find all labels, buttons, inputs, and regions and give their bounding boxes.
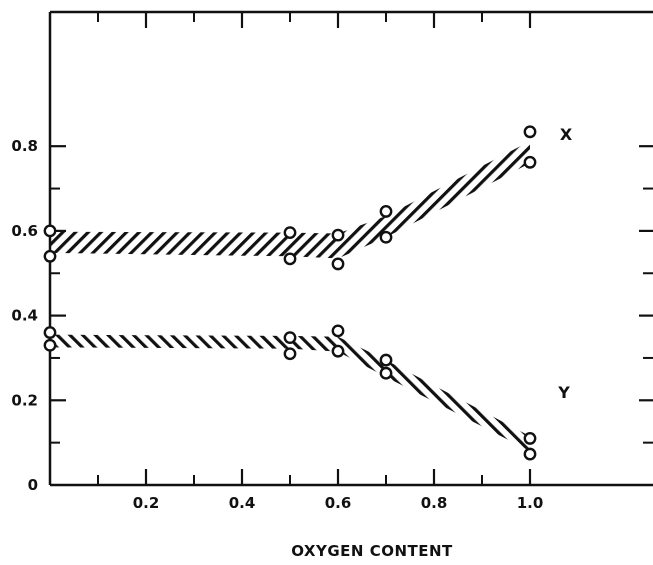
tick-marks	[50, 12, 653, 485]
y-tick-label: 0	[28, 476, 38, 494]
x-tick-label: 0.2	[133, 494, 160, 512]
x-tick-labels: 0.2 0.4 0.6 0.8 1.0	[133, 494, 544, 512]
x-tick-label: 1.0	[517, 494, 544, 512]
data-point-x	[283, 252, 297, 266]
data-point-x	[283, 226, 297, 239]
hatched-bands	[50, 141, 530, 452]
data-point-y	[379, 353, 393, 367]
data-point-y	[283, 347, 297, 361]
band-y	[50, 334, 530, 452]
data-point-x	[523, 125, 537, 139]
data-point-y	[331, 344, 345, 358]
data-point-y	[331, 324, 345, 338]
x-axis-title: OXYGEN CONTENT	[291, 542, 453, 560]
x-tick-label: 0.6	[325, 494, 352, 512]
data-point-y	[379, 366, 393, 380]
y-tick-labels: 0 0.2 0.4 0.6 0.8	[11, 137, 38, 494]
data-points	[43, 125, 537, 461]
x-tick-label: 0.8	[421, 494, 448, 512]
x-tick-label: 0.4	[229, 494, 256, 512]
data-point-y	[523, 447, 537, 461]
data-point-y	[43, 326, 57, 339]
data-point-y	[283, 331, 297, 345]
y-tick-label: 0.8	[11, 137, 38, 155]
series-label-y: Y	[557, 383, 570, 402]
plot-frame	[48, 10, 653, 487]
data-point-x	[331, 228, 345, 242]
data-point-x	[379, 205, 393, 218]
data-point-x	[43, 249, 57, 263]
data-point-y	[523, 432, 537, 445]
data-point-x	[43, 224, 57, 238]
series-label-x: X	[560, 125, 573, 144]
data-point-x	[379, 230, 393, 244]
data-point-x	[523, 155, 537, 169]
data-point-y	[43, 338, 57, 352]
data-point-x	[331, 257, 345, 271]
y-tick-label: 0.4	[11, 307, 38, 325]
y-tick-label: 0.6	[11, 222, 38, 240]
y-tick-label: 0.2	[11, 391, 38, 409]
band-x	[50, 141, 530, 259]
